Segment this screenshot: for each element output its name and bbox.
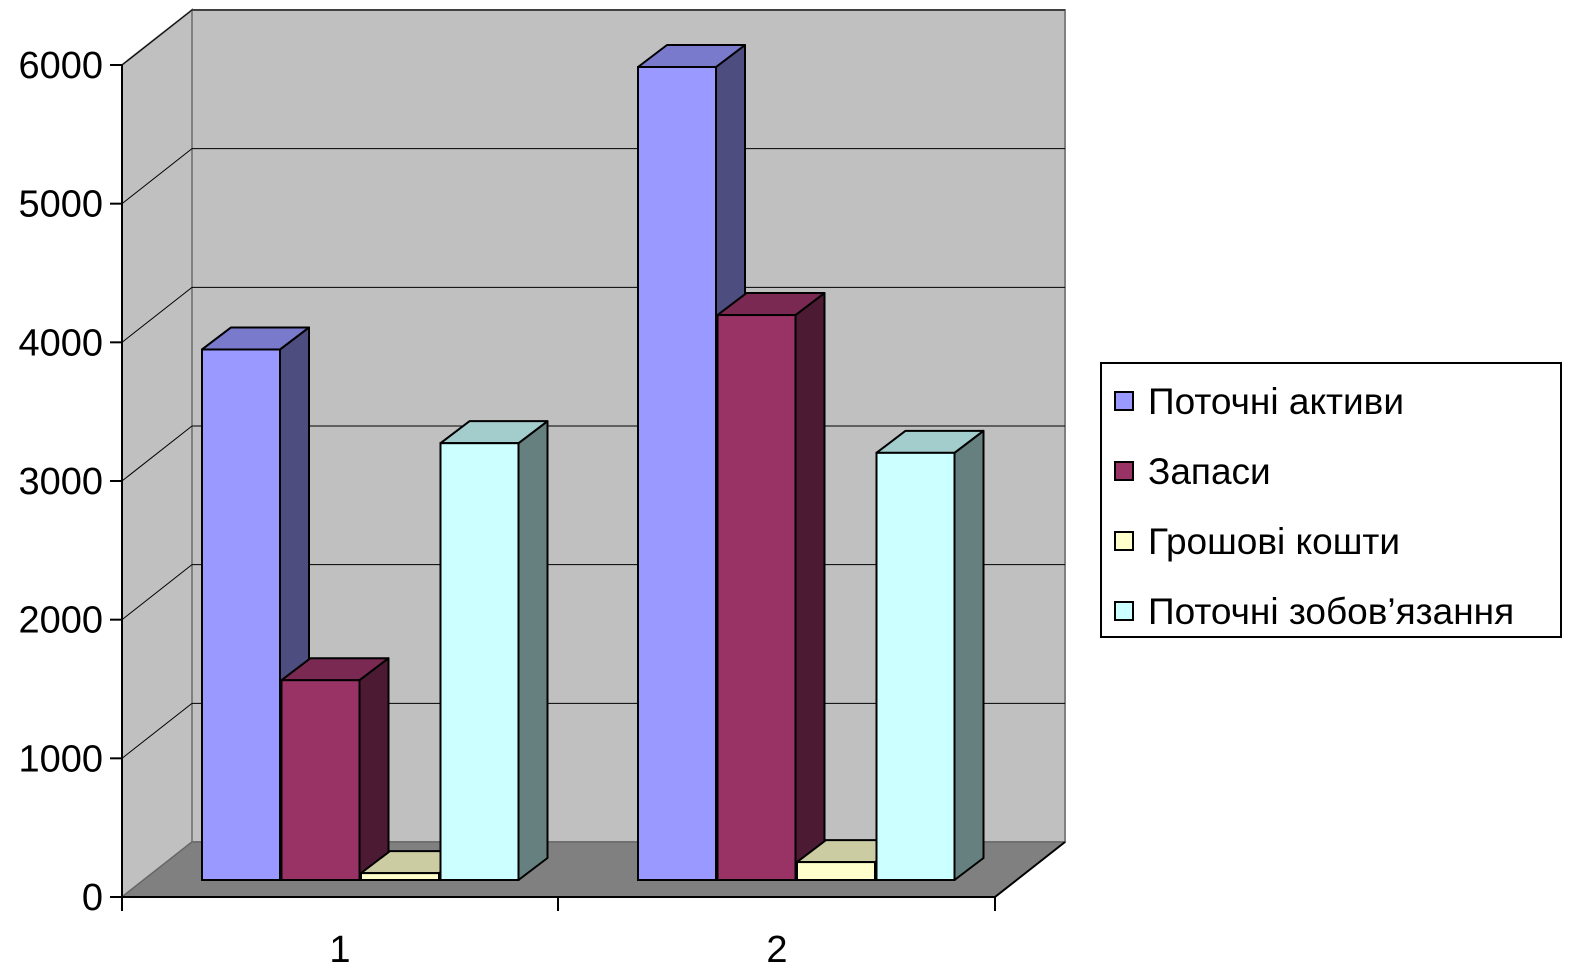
- gridline-side: [121, 286, 193, 343]
- x-tick-label: 1: [329, 929, 350, 971]
- legend-swatch-cash: [1114, 531, 1134, 551]
- bar-side-face: [517, 420, 549, 881]
- y-tick-label: 6000: [18, 45, 103, 87]
- bar: [201, 326, 310, 882]
- legend-item-cash: Грошові кошти: [1114, 519, 1400, 563]
- y-tick-label: 1000: [18, 738, 103, 780]
- x-tick-label: 2: [766, 929, 787, 971]
- y-tick-label: 0: [82, 877, 103, 919]
- chart-legend: Поточні активи Запаси Грошові кошти Пото…: [1100, 362, 1562, 638]
- y-tick-label: 3000: [18, 461, 103, 503]
- gridline-side: [121, 702, 193, 759]
- y-tick-label: 2000: [18, 600, 103, 642]
- legend-label-cash: Грошові кошти: [1148, 520, 1401, 562]
- legend-swatch-inventory: [1114, 461, 1134, 481]
- bar-front-face: [875, 451, 956, 881]
- bar-side-face: [953, 429, 985, 881]
- bar-front-face: [796, 861, 876, 881]
- y-tick-label: 5000: [18, 184, 103, 226]
- bar: [716, 292, 826, 882]
- bar: [875, 429, 985, 881]
- floor-edge-line: [994, 841, 1066, 898]
- gridline-side: [121, 148, 193, 205]
- legend-label-current-assets: Поточні активи: [1148, 380, 1404, 422]
- legend-item-current-liabilities: Поточні зобов’язання: [1114, 589, 1514, 633]
- bar-side-face: [358, 657, 390, 881]
- gridline-side: [121, 9, 193, 66]
- y-tick-label: 4000: [18, 322, 103, 364]
- bar-front-face: [201, 348, 281, 882]
- gridline-side: [121, 425, 193, 482]
- bar-front-face: [716, 314, 797, 882]
- legend-swatch-current-liabilities: [1114, 601, 1134, 621]
- bar-front-face: [280, 679, 361, 881]
- bar: [439, 420, 549, 881]
- legend-item-current-assets: Поточні активи: [1114, 379, 1404, 423]
- bar-front-face: [637, 66, 717, 881]
- bar: [280, 657, 390, 881]
- legend-item-inventory: Запаси: [1114, 449, 1271, 493]
- gridline-side: [121, 564, 193, 621]
- legend-label-inventory: Запаси: [1148, 450, 1271, 492]
- bar-front-face: [360, 872, 440, 881]
- legend-label-current-liabilities: Поточні зобов’язання: [1148, 590, 1515, 632]
- bar-front-face: [439, 442, 520, 881]
- legend-swatch-current-assets: [1114, 391, 1134, 411]
- bar-side-face: [794, 292, 826, 881]
